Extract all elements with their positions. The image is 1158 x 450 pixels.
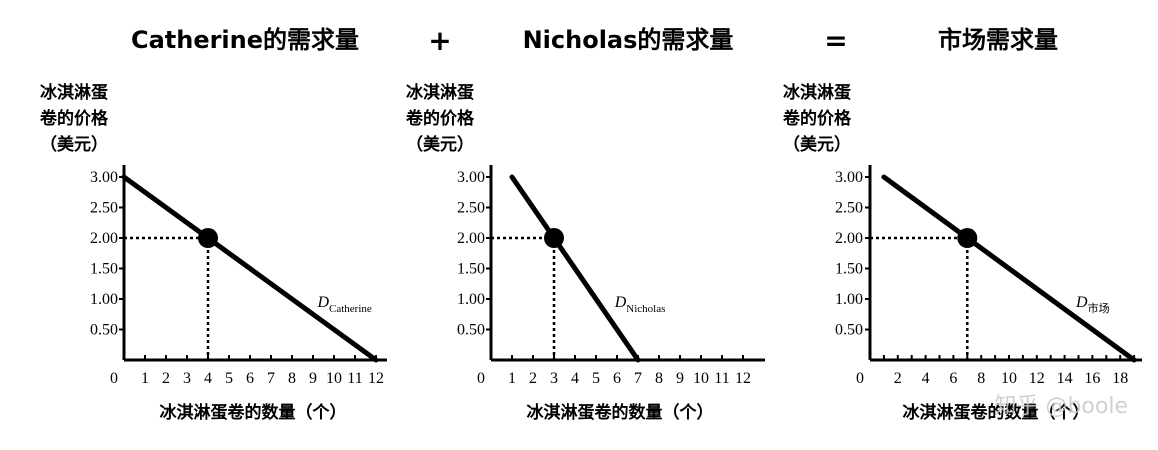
catherine-y-axis-label-line-1: 冰淇淋蛋 [40,82,108,103]
catherine-x-tick-label-10: 10 [326,370,342,387]
nicholas-x-tick-label-7: 7 [634,370,642,387]
market-y-axis-label-line-2: 卷的价格 [782,108,852,129]
catherine-x-tick-label-5: 5 [225,370,233,387]
catherine-x-axis-label: 冰淇淋蛋卷的数量（个） [160,402,347,423]
watermark-text: 知乎 @boole [994,394,1128,419]
nicholas-x-tick-label-4: 4 [571,370,579,387]
catherine-y-axis-label-line-2: 卷的价格 [39,108,109,129]
market-x-tick-label-1: 2 [894,370,902,387]
catherine-x-tick-label-7: 7 [267,370,275,387]
market-curve-label-sub: 市场 [1088,301,1110,315]
nicholas-highlight-point [544,228,564,248]
catherine-x-tick-label-0: 0 [110,370,118,387]
nicholas-x-tick-label-6: 6 [613,370,621,387]
catherine-curve-label: DCatherine [316,294,371,315]
catherine-x-tick-label-11: 11 [347,370,362,387]
catherine-curve-label-sub: Catherine [329,303,372,315]
nicholas-curve-label-main: D [614,294,627,311]
market-x-tick-label-0: 0 [856,370,864,387]
chart-title-nicholas: Nicholas的需求量 [523,26,734,54]
market-x-tick-label-4: 8 [977,370,985,387]
catherine-y-tick-label-4: 1.00 [90,291,118,308]
nicholas-x-tick-label-8: 8 [655,370,663,387]
market-curve-label: D市场 [1075,294,1110,315]
market-highlight-point [957,228,978,248]
equals-operator: = [824,24,847,57]
nicholas-y-tick-label-3: 1.50 [457,261,485,278]
nicholas-x-tick-label-2: 2 [529,370,537,387]
catherine-x-tick-label-9: 9 [309,370,317,387]
market-demand-curve [881,174,1137,363]
nicholas-x-tick-label-11: 11 [714,370,729,387]
nicholas-y-axis-label-line-2: 卷的价格 [405,108,475,129]
chart-title-market: 市场需求量 [938,26,1058,54]
market-y-axis-label-line-3: （美元） [783,134,851,155]
catherine-y-tick-label-2: 2.00 [90,230,118,247]
catherine-y-axis-label-line-3: （美元） [40,134,108,155]
market-x-tick-label-9: 18 [1112,370,1128,387]
market-x-tick-label-2: 4 [922,370,930,387]
market-x-tick-label-5: 10 [1001,370,1017,387]
nicholas-y-axis-label-line-3: （美元） [406,134,474,155]
market-y-tick-label-0: 3.00 [835,169,863,186]
catherine-y-tick-label-0: 3.00 [90,169,118,186]
nicholas-y-tick-label-1: 2.50 [457,200,485,217]
nicholas-x-tick-label-3: 3 [550,370,558,387]
nicholas-x-tick-label-0: 0 [477,370,485,387]
catherine-y-tick-label-1: 2.50 [90,200,118,217]
catherine-x-tick-label-8: 8 [288,370,296,387]
market-y-tick-label-2: 2.00 [835,230,863,247]
market-x-tick-label-7: 14 [1057,370,1073,387]
nicholas-x-tick-label-5: 5 [592,370,600,387]
market-x-tick-label-8: 16 [1084,370,1100,387]
catherine-demand-curve [121,174,379,363]
nicholas-x-tick-label-9: 9 [676,370,684,387]
nicholas-x-tick-label-10: 10 [693,370,709,387]
nicholas-curve-label-sub: Nicholas [626,303,665,315]
catherine-x-tick-label-4: 4 [204,370,212,387]
nicholas-curve-label: DNicholas [614,294,666,315]
nicholas-y-tick-label-5: 0.50 [457,322,485,339]
market-curve-label-main: D [1075,294,1088,311]
nicholas-x-tick-label-12: 12 [735,370,751,387]
catherine-x-tick-label-1: 1 [141,370,149,387]
catherine-highlight-point [198,228,218,248]
market-x-tick-label-3: 6 [949,370,957,387]
nicholas-y-tick-label-4: 1.00 [457,291,485,308]
catherine-y-tick-label-3: 1.50 [90,261,118,278]
catherine-x-tick-label-2: 2 [162,370,170,387]
catherine-x-tick-label-6: 6 [246,370,254,387]
catherine-x-tick-label-12: 12 [368,370,384,387]
plus-operator: + [428,24,451,57]
catherine-x-tick-label-3: 3 [183,370,191,387]
nicholas-x-axis-label: 冰淇淋蛋卷的数量（个） [527,402,714,423]
market-y-tick-label-1: 2.50 [835,200,863,217]
catherine-curve-label-main: D [316,294,329,311]
market-y-axis-label-line-1: 冰淇淋蛋 [783,82,851,103]
chart-title-catherine: Catherine的需求量 [131,26,359,54]
market-x-axis-label: 冰淇淋蛋卷的数量（个） [903,402,1090,423]
nicholas-y-axis-label-line-1: 冰淇淋蛋 [406,82,474,103]
catherine-y-tick-label-5: 0.50 [90,322,118,339]
nicholas-demand-curve [509,174,641,363]
nicholas-y-tick-label-0: 3.00 [457,169,485,186]
nicholas-y-tick-label-2: 2.00 [457,230,485,247]
market-y-tick-label-5: 0.50 [835,322,863,339]
nicholas-x-tick-label-1: 1 [508,370,516,387]
market-y-tick-label-4: 1.00 [835,291,863,308]
market-y-tick-label-3: 1.50 [835,261,863,278]
market-x-tick-label-6: 12 [1029,370,1045,387]
